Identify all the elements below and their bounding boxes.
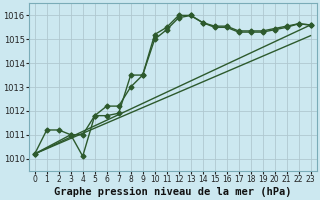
X-axis label: Graphe pression niveau de la mer (hPa): Graphe pression niveau de la mer (hPa) bbox=[54, 186, 292, 197]
